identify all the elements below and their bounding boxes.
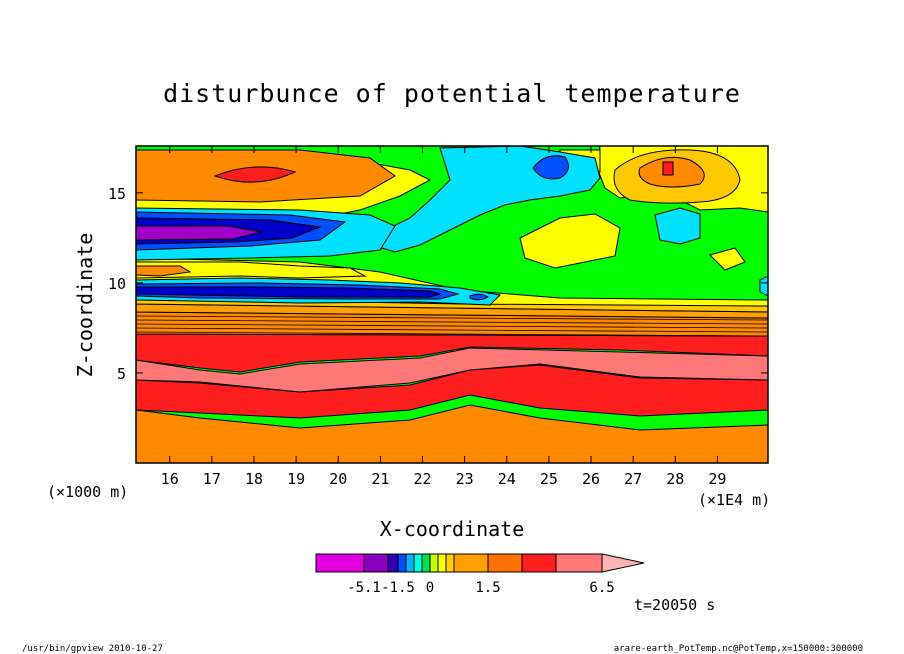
- x-tick-label: 21: [371, 470, 389, 488]
- contour-region: [532, 155, 570, 180]
- contour-region: [136, 265, 192, 277]
- x-tick-label: 20: [329, 470, 347, 488]
- chart-title: disturbunce of potential temperature: [163, 79, 741, 108]
- colorbar-segment: [555, 553, 603, 573]
- colorbar-segment: [421, 553, 431, 573]
- x-tick-label: 17: [203, 470, 221, 488]
- x-tick-label: 22: [413, 470, 431, 488]
- y-tick-label: 10: [108, 275, 126, 293]
- contour-region: [469, 293, 489, 301]
- colorbar-label: 6.5: [589, 580, 614, 596]
- colorbar-segment: [387, 553, 399, 573]
- y-axis: 5 10 15: [108, 185, 768, 383]
- colorbar-segment: [315, 553, 365, 573]
- x-tick-label: 27: [624, 470, 642, 488]
- colorbar-extend: [601, 553, 645, 573]
- contour-region: [136, 225, 263, 241]
- colorbar-label: -5.1: [347, 580, 381, 596]
- contour-line: [136, 331, 768, 337]
- contour-region: [213, 166, 297, 183]
- colorbar-segment: [363, 553, 389, 573]
- colorbar-segment: [437, 553, 447, 573]
- contour-region: [136, 286, 442, 298]
- footer-right: arare-earth_PotTemp.nc@PotTemp,x=150000:…: [614, 644, 863, 654]
- contour-region: [136, 261, 367, 279]
- x-tick-label: 24: [498, 470, 516, 488]
- colorbar-segment: [429, 553, 439, 573]
- y-tick-label: 15: [108, 185, 126, 203]
- colorbar-segment: [453, 553, 489, 573]
- x-tick-label: 19: [287, 470, 305, 488]
- contour-line: [136, 323, 768, 329]
- x-tick-label: 26: [582, 470, 600, 488]
- contour-region: [136, 404, 768, 463]
- x-axis-unit: (×1E4 m): [698, 491, 770, 509]
- colorbar-label: 1.5: [475, 580, 500, 596]
- contour-field: [136, 146, 768, 463]
- plot-frame: [135, 145, 769, 464]
- x-tick-label: 16: [161, 470, 179, 488]
- contour-region: [136, 311, 768, 337]
- contour-region: [662, 161, 674, 176]
- contour-region: [136, 303, 768, 319]
- colorbar-segment: [445, 553, 455, 573]
- x-tick-label: 29: [708, 470, 726, 488]
- y-axis-unit: (×1000 m): [47, 483, 128, 501]
- colorbar-segment: [397, 553, 407, 573]
- y-axis-label: Z-coordinate: [73, 233, 97, 378]
- y-tick-label: 5: [117, 365, 126, 383]
- contour-line: [136, 319, 768, 325]
- colorbar-segment: [405, 553, 415, 573]
- footer-left: /usr/bin/gpview 2010-10-27: [22, 644, 163, 654]
- colorbar: [315, 553, 645, 573]
- contour-region: [136, 347, 768, 393]
- contour-line: [136, 327, 768, 333]
- colorbar-segment: [487, 553, 523, 573]
- x-axis-label: X-coordinate: [380, 517, 525, 541]
- colorbar-label: 0: [426, 580, 434, 596]
- x-axis: 16 17 18 19 20 21 22 23 24 25 26 27 28 29: [161, 146, 726, 488]
- colorbar-segment: [521, 553, 557, 573]
- colorbar-labels: -5.1 -1.5 0 1.5 6.5: [347, 580, 615, 596]
- contour-region: [654, 207, 701, 245]
- colorbar-segment: [413, 553, 423, 573]
- time-label: t=20050 s: [634, 596, 715, 614]
- x-tick-label: 25: [540, 470, 558, 488]
- contour-region: [519, 213, 621, 269]
- contour-region: [709, 247, 746, 271]
- x-tick-label: 28: [666, 470, 684, 488]
- x-tick-label: 18: [245, 470, 263, 488]
- contour-region: [759, 275, 768, 297]
- colorbar-label: -1.5: [381, 580, 415, 596]
- x-tick-label: 23: [456, 470, 474, 488]
- contour-line: [136, 315, 768, 321]
